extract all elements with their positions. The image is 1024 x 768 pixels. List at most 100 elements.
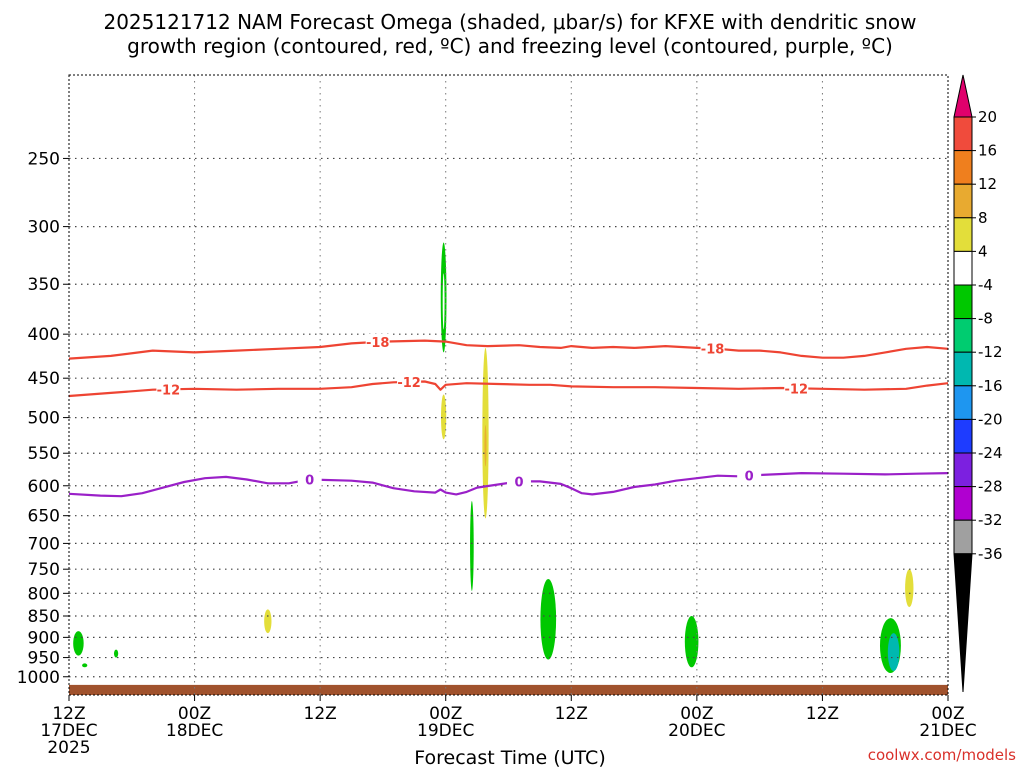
colorbar-top-arrow (953, 74, 973, 118)
x-tick-0-line-1: 17DEC (40, 721, 97, 741)
contour-label-bg-2-1 (506, 473, 531, 490)
omega-blob-14 (82, 663, 88, 668)
colorbar-label-11: -28 (978, 478, 1003, 496)
colorbar-label-12: -32 (978, 511, 1003, 529)
colorbar-label-10: -24 (978, 444, 1003, 462)
omega-shading (73, 242, 914, 673)
contour-0 (68, 339, 949, 360)
contour-label-1-1: -12 (397, 376, 421, 391)
ground-layer (69, 684, 948, 695)
contour-label-bg-1-0 (156, 381, 181, 398)
contour-label-1-0: -12 (157, 383, 181, 398)
colorbar-label-9: -20 (978, 410, 1003, 428)
colorbar-swatch-3 (953, 183, 973, 219)
y-tick-900: 900 (28, 628, 60, 648)
y-tick-800: 800 (28, 584, 60, 604)
y-tick-950: 950 (28, 649, 60, 669)
title-line-2: growth region (contoured, red, ºC) and f… (127, 34, 893, 58)
contour-2 (68, 472, 949, 498)
x-tick-60-line-1: 20DEC (668, 721, 725, 741)
plot-frame (68, 74, 949, 696)
ground-band (69, 684, 948, 695)
contour-label-0-0: -18 (366, 336, 390, 351)
y-tick-250: 250 (28, 149, 60, 169)
contour-label-bg-0-0 (365, 333, 390, 350)
colorbar-label-2: 12 (978, 175, 997, 193)
contour-label-1-2: -12 (785, 382, 809, 397)
y-tick-550: 550 (28, 444, 60, 464)
colorbar-swatch-9 (953, 385, 973, 420)
title-line-1: 2025121712 NAM Forecast Omega (shaded, μ… (103, 10, 916, 34)
omega-blob-7 (684, 615, 699, 668)
credit-text: coolwx.com/models (868, 746, 1016, 764)
x-tick-12-line-0: 00Z (178, 704, 211, 724)
contour-label-2-2: 0 (745, 470, 754, 485)
contour-lines: -18 -18 -12 -12 -12 0 0 0 (68, 333, 949, 498)
omega-blob-12 (73, 631, 84, 656)
colorbar-swatch-5 (953, 250, 973, 286)
x-tick-48-line-0: 12Z (555, 704, 588, 724)
colorbar-swatch-4 (953, 217, 973, 252)
colorbar-swatch-7 (953, 318, 973, 353)
omega-blob-11 (264, 609, 272, 634)
x-tick-84-line-1: 21DEC (919, 721, 976, 741)
colorbar: 20 16 12 8 4 -4 -8 -12 -16 -20 -24 -28 -32 -36 (953, 74, 1003, 693)
colorbar-swatch-11 (953, 452, 973, 488)
colorbar-swatch-10 (953, 418, 973, 454)
x-tick-0-line-2: 2025 (47, 738, 90, 758)
colorbar-label-5: -4 (978, 276, 993, 294)
colorbar-label-0: 20 (978, 108, 997, 126)
colorbar-swatch-8 (953, 351, 973, 387)
colorbar-label-8: -16 (978, 377, 1003, 395)
colorbar-label-6: -8 (978, 310, 993, 328)
y-tick-600: 600 (28, 477, 60, 497)
contour-label-bg-1-1 (397, 373, 422, 390)
y-tick-500: 500 (28, 409, 60, 429)
omega-blob-13 (113, 649, 119, 658)
y-tick-1000: 1000 (17, 668, 60, 688)
omega-blob-2 (441, 394, 447, 440)
colorbar-swatch-13 (953, 519, 973, 555)
x-tick-72-line-0: 12Z (806, 704, 839, 724)
contour-label-2-0: 0 (305, 473, 314, 488)
omega-blob-1 (442, 273, 445, 330)
x-tick-60-line-0: 00Z (680, 704, 713, 724)
y-tick-650: 650 (28, 507, 60, 527)
colorbar-label-7: -12 (978, 343, 1003, 361)
y-tick-450: 450 (28, 369, 60, 389)
y-tick-300: 300 (28, 218, 60, 238)
colorbar-label-1: 16 (978, 142, 997, 160)
omega-blob-4 (484, 424, 487, 467)
grid-lines (69, 75, 948, 695)
x-tick-24-line-0: 12Z (304, 704, 337, 724)
contour-label-bg-2-0 (297, 471, 322, 488)
contour-label-bg-0-1 (700, 340, 725, 357)
colorbar-swatch-2 (953, 150, 973, 185)
omega-blob-6 (540, 579, 557, 660)
y-tick-350: 350 (28, 275, 60, 295)
x-tick-36-line-0: 00Z (429, 704, 462, 724)
omega-blob-5 (470, 501, 474, 591)
y-axis-ticks: 2503003504004505005506006507007508008509… (17, 149, 69, 688)
colorbar-bottom-arrow (953, 553, 973, 693)
contour-1 (68, 380, 949, 398)
x-tick-36-line-1: 19DEC (417, 721, 474, 741)
y-tick-850: 850 (28, 607, 60, 627)
colorbar-swatch-6 (953, 284, 973, 320)
x-axis-label: Forecast Time (UTC) (414, 747, 605, 768)
contour-label-bg-2-2 (737, 467, 762, 484)
y-tick-700: 700 (28, 534, 60, 554)
x-tick-84-line-0: 00Z (931, 704, 964, 724)
colorbar-label-4: 4 (978, 242, 988, 260)
omega-blob-9 (887, 633, 900, 672)
x-tick-0-line-0: 12Z (52, 704, 85, 724)
x-tick-12-line-1: 18DEC (166, 721, 223, 741)
y-tick-400: 400 (28, 325, 60, 345)
omega-blob-10 (905, 569, 914, 608)
contour-label-0-1: -18 (701, 343, 725, 358)
colorbar-label-3: 8 (978, 209, 988, 227)
colorbar-swatch-12 (953, 486, 973, 521)
colorbar-label-13: -36 (978, 545, 1003, 563)
